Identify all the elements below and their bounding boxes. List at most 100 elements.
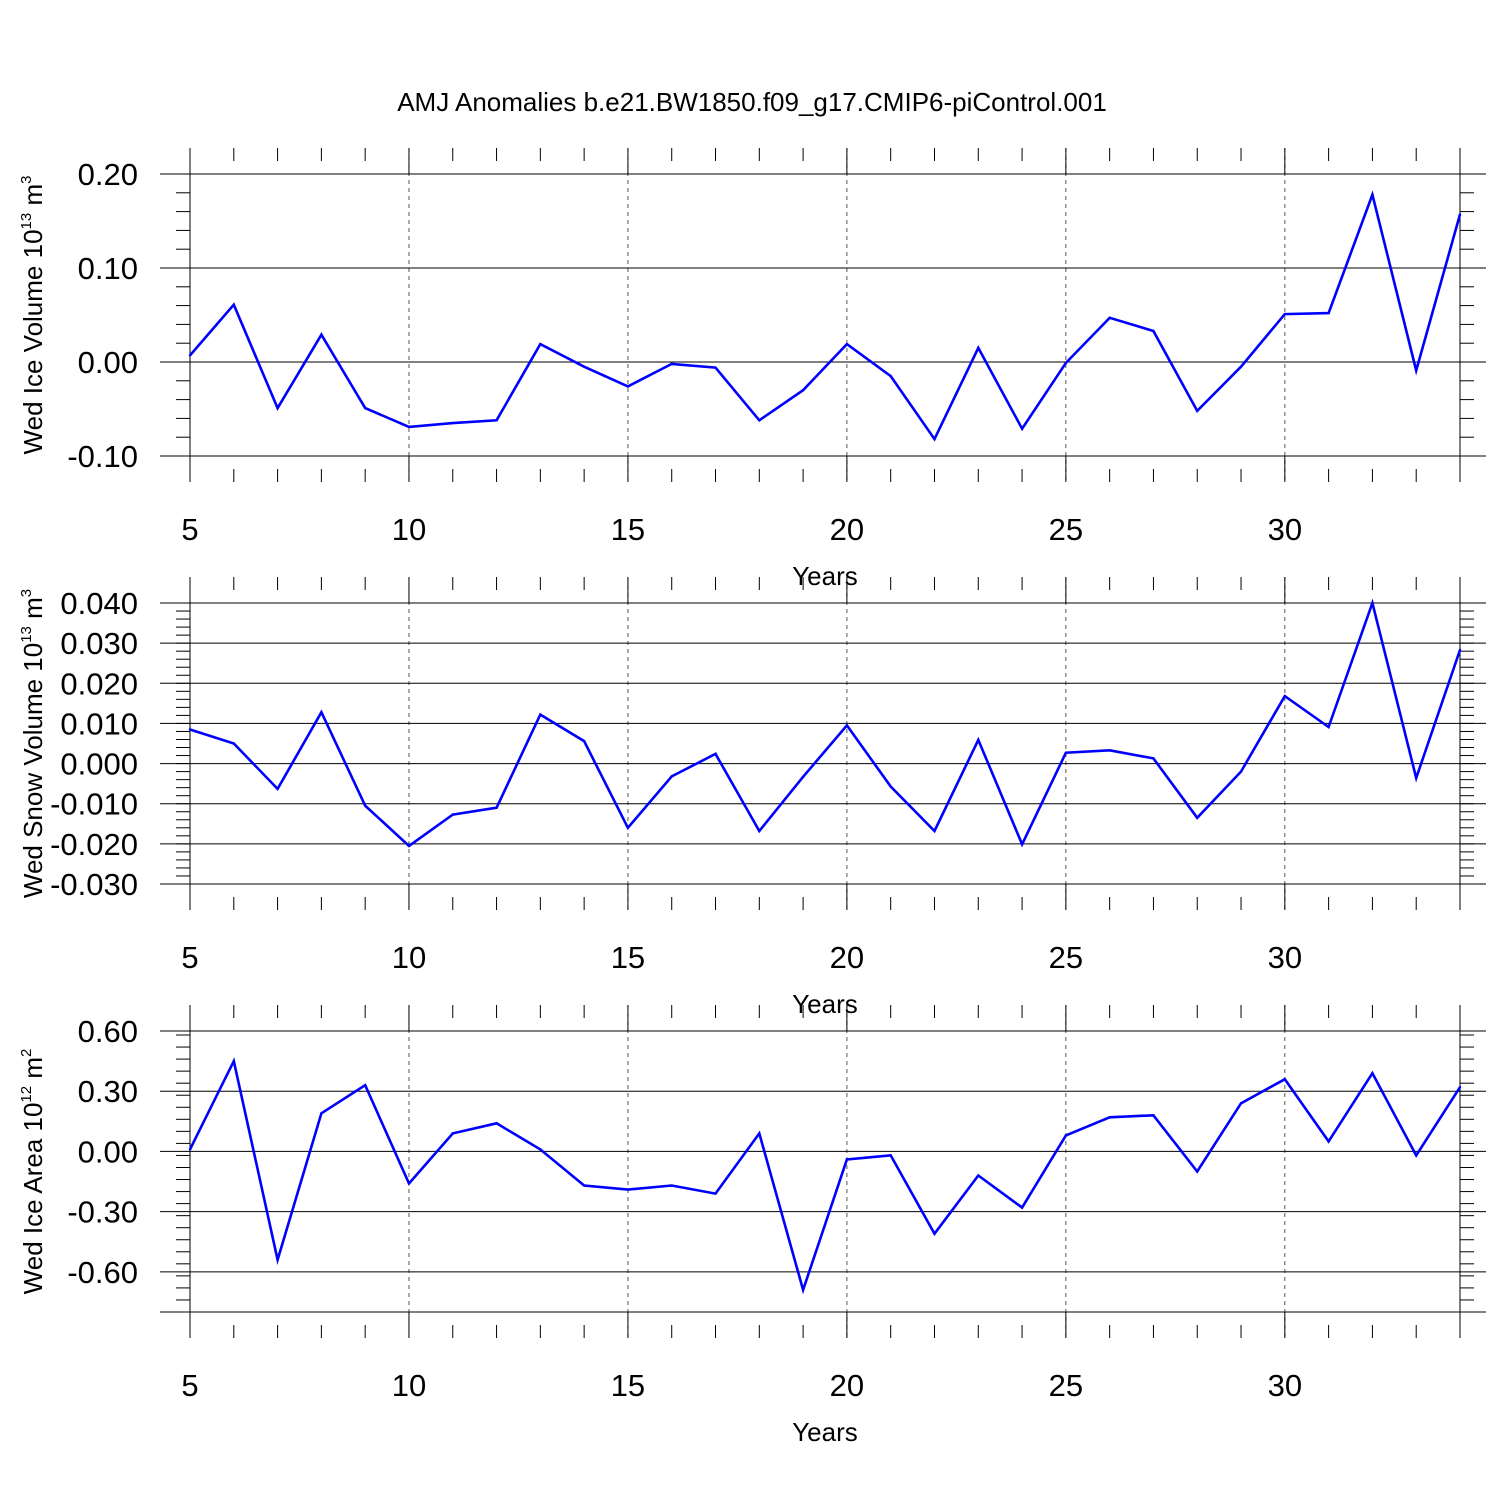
ice-volume-data-point <box>188 354 192 357</box>
ice-area-data-point <box>451 1132 454 1135</box>
y-tick-label: -0.010 <box>50 787 138 822</box>
ice-volume-data-point <box>1327 311 1330 315</box>
snow-volume-data-point <box>626 826 630 829</box>
ice-area-data-point <box>714 1192 717 1195</box>
snow-volume-data-point <box>1064 751 1068 754</box>
ice-volume-data-point <box>626 385 630 388</box>
ice-volume-data-point <box>1371 193 1374 196</box>
ice-area-data-point <box>670 1184 673 1187</box>
ice-volume-data-point <box>758 419 761 422</box>
snow-volume-panel: -0.030 -0.020 -0.010 0.000 0.010 0.020 0.030 0.… <box>18 577 1486 1019</box>
ice-volume-panel: -0.10 0.00 0.10 0.20 5 10 15 20 25 30 Years Wed Ice… <box>18 148 1486 591</box>
ice-volume-data-point <box>407 425 411 429</box>
y-tick-label: 0.00 <box>78 345 138 380</box>
x-tick-label: 10 <box>392 512 426 547</box>
ice-volume-data-point <box>1458 213 1462 216</box>
x-tick-label: 25 <box>1049 1368 1083 1403</box>
y-axis-label: Wed Ice Area 1012 m2 <box>18 1049 48 1295</box>
ice-volume-data-point <box>1415 369 1418 372</box>
x-tick-label: 20 <box>830 512 864 547</box>
snow-volume-data-point <box>845 724 849 727</box>
x-axis-label: Years <box>792 989 858 1019</box>
snow-volume-data-point <box>451 813 454 816</box>
x-tick-label: 20 <box>830 940 864 975</box>
ice-area-series-line <box>188 1057 1462 1295</box>
ice-volume-data-point <box>276 406 279 410</box>
snow-volume-data-point <box>232 742 235 745</box>
x-tick-label: 15 <box>611 1368 645 1403</box>
snow-volume-data-point <box>582 739 586 743</box>
snow-volume-data-point <box>670 775 673 778</box>
ice-area-data-point <box>1415 1154 1418 1157</box>
y-tick-label: 0.000 <box>60 747 138 782</box>
snow-volume-data-point <box>188 728 192 731</box>
snow-volume-data-point <box>320 710 323 714</box>
snow-volume-data-point <box>758 829 761 833</box>
x-tick-label: 30 <box>1268 512 1302 547</box>
snow-volume-data-point <box>889 785 892 788</box>
snow-volume-data-point <box>1152 757 1155 760</box>
ice-volume-data-point <box>495 419 498 422</box>
ice-volume-data-point <box>1196 409 1199 413</box>
ice-volume-data-point <box>320 333 323 336</box>
snow-volume-data-point <box>1020 843 1024 846</box>
snow-volume-data-point <box>363 804 367 807</box>
ice-area-data-point <box>276 1258 279 1262</box>
x-axis-label: Years <box>792 561 858 591</box>
x-tick-label: 5 <box>181 512 198 547</box>
y-axis-label: Wed Ice Volume 1013 m3 <box>18 176 48 455</box>
snow-volume-data-point <box>276 787 279 791</box>
y-axis-label: Wed Snow Volume 1013 m3 <box>18 589 48 898</box>
x-tick-label: 25 <box>1049 512 1083 547</box>
y-tick-label: -0.30 <box>67 1195 138 1230</box>
ice-area-data-point <box>582 1184 586 1187</box>
x-axis-label: Years <box>792 1417 858 1447</box>
ice-area-data-point <box>495 1122 498 1125</box>
ice-area-panel: -0.60 -0.30 0.00 0.30 0.60 5 10 15 20 25 30 Years We… <box>18 1005 1486 1447</box>
ice-area-data-point <box>845 1158 849 1161</box>
snow-volume-data-point <box>407 844 411 848</box>
ice-area-data-point <box>188 1148 192 1151</box>
snow-volume-data-point <box>495 806 498 809</box>
snow-volume-data-point <box>1239 770 1243 773</box>
x-tick-label: 15 <box>611 940 645 975</box>
x-tick-label: 5 <box>181 1368 198 1403</box>
ice-area-data-point <box>407 1182 411 1185</box>
snow-volume-data-point <box>977 738 980 742</box>
ice-area-data-point <box>626 1188 630 1191</box>
y-tick-label: 0.00 <box>78 1134 138 1169</box>
y-tick-label: -0.020 <box>50 827 138 862</box>
ice-volume-data-point <box>1283 312 1287 316</box>
x-tick-label: 30 <box>1268 1368 1302 1403</box>
x-tick-label: 10 <box>392 1368 426 1403</box>
y-tick-label: 0.020 <box>60 666 138 701</box>
snow-volume-data-point <box>1458 648 1462 652</box>
y-tick-label: -0.60 <box>67 1255 138 1290</box>
x-tick-label: 25 <box>1049 940 1083 975</box>
y-tick-label: 0.010 <box>60 706 138 741</box>
snow-volume-data-point <box>1196 816 1199 819</box>
snow-volume-data-point <box>801 775 805 779</box>
ice-volume-data-point <box>933 437 936 441</box>
ice-volume-data-point <box>845 342 849 346</box>
snow-volume-data-point <box>539 713 542 716</box>
ice-area-data-point <box>977 1174 980 1177</box>
ice-area-data-point <box>232 1059 235 1063</box>
chart-panels: -0.10 0.00 0.10 0.20 5 10 15 20 25 30 Years Wed Ice… <box>18 148 1486 1447</box>
ice-area-data-point <box>539 1148 542 1151</box>
x-tick-label: 10 <box>392 940 426 975</box>
snow-volume-data-point <box>1415 776 1418 780</box>
snow-volume-data-point <box>1327 725 1330 729</box>
ice-volume-data-point <box>232 303 235 306</box>
ice-volume-data-point <box>714 366 717 369</box>
ice-area-data-point <box>1108 1116 1111 1119</box>
y-tick-label: 0.040 <box>60 586 138 621</box>
ice-area-data-point <box>1283 1077 1287 1081</box>
ice-volume-data-point <box>801 389 805 392</box>
ice-volume-data-point <box>1020 427 1024 430</box>
ice-volume-series-line <box>189 190 1462 442</box>
y-tick-label: 0.20 <box>78 157 138 192</box>
snow-volume-data-point <box>1108 749 1111 752</box>
